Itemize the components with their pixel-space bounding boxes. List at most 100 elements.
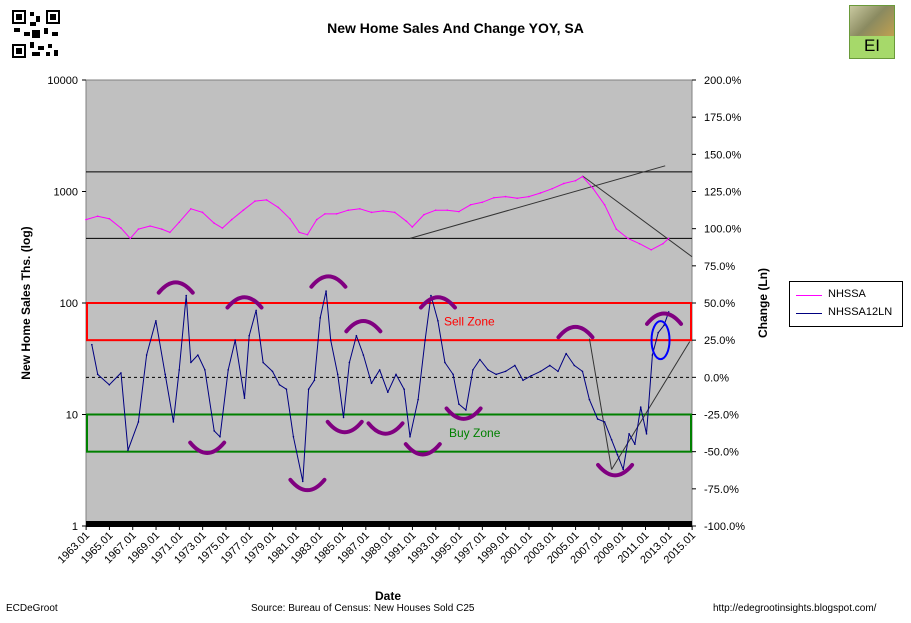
data-point-nhssa12ln <box>243 397 246 399</box>
data-point-nhssa12ln <box>378 369 381 371</box>
data-point-nhssa12ln <box>616 453 619 456</box>
data-point-nhssa12ln <box>424 339 426 341</box>
y-right-tick-label: 125.0% <box>704 187 742 199</box>
data-point-nhssa12ln <box>603 421 606 423</box>
data-point-nhssa <box>315 218 318 221</box>
data-point-nhssa <box>563 182 565 185</box>
data-point-nhssa12ln <box>395 373 397 376</box>
data-point-nhssa12ln <box>155 320 157 322</box>
trough-marker-13 <box>596 462 635 478</box>
y-right-tick-label: -75.0% <box>704 484 739 496</box>
data-point-nhssa12ln <box>213 430 215 432</box>
qr-code[interactable] <box>10 8 62 60</box>
series-line-nhssa12ln <box>91 290 670 482</box>
y-right-tick-label: 100.0% <box>704 224 742 236</box>
data-point-nhssa <box>96 215 99 218</box>
data-point-nhssa12ln <box>227 369 229 371</box>
data-point-nhssa12ln <box>137 421 140 423</box>
data-point-nhssa12ln <box>573 364 576 367</box>
data-point-nhssa <box>277 206 280 209</box>
data-point-nhssa12ln <box>430 294 432 297</box>
data-point-nhssa12ln <box>204 369 206 371</box>
data-point-nhssa12ln <box>417 398 419 401</box>
data-point-nhssa <box>434 209 437 211</box>
data-point-nhssa12ln <box>197 354 199 356</box>
data-point-nhssa <box>190 207 192 210</box>
data-point-nhssa <box>603 203 606 206</box>
data-point-nhssa12ln <box>329 339 332 341</box>
data-point-nhssa12ln <box>172 421 175 423</box>
y-axis-left-label: New Home Sales Ths. (log) <box>19 226 33 379</box>
data-point-nhssa <box>108 217 111 220</box>
data-point-nhssa12ln <box>387 391 389 394</box>
data-point-nhssa <box>242 209 245 211</box>
data-point-nhssa <box>592 187 594 190</box>
data-point-nhssa12ln <box>565 352 567 355</box>
data-point-nhssa <box>469 203 472 206</box>
data-point-nhssa12ln <box>307 388 310 391</box>
y-right-tick-label: -100.0% <box>704 521 745 533</box>
data-point-nhssa <box>504 195 507 198</box>
trend-line-1 <box>582 175 693 258</box>
data-point-nhssa12ln <box>514 364 516 367</box>
data-point-nhssa <box>120 227 122 229</box>
data-point-nhssa <box>298 231 301 234</box>
data-point-nhssa12ln <box>530 375 532 377</box>
data-point-nhssa <box>169 231 171 234</box>
trough-marker-12 <box>444 406 483 421</box>
data-point-nhssa12ln <box>271 370 274 373</box>
legend-swatch-nhssa <box>796 295 822 296</box>
logo-text: EI <box>863 36 881 55</box>
data-point-nhssa12ln <box>645 433 648 435</box>
data-point-nhssa12ln <box>301 480 304 483</box>
data-point-nhssa12ln <box>120 372 122 374</box>
data-point-nhssa <box>528 195 530 198</box>
y-right-tick-label: -50.0% <box>704 447 739 459</box>
data-point-nhssa <box>289 217 291 220</box>
chart-title: New Home Sales And Change YOY, SA <box>327 20 584 36</box>
x-axis-label: Date <box>375 589 401 603</box>
data-point-nhssa <box>265 199 268 201</box>
zone-box-sell-zone <box>86 302 692 342</box>
footer-url[interactable]: http://edegrootinsights.blogspot.com/ <box>713 603 877 614</box>
data-point-nhssa12ln <box>610 438 613 441</box>
data-point-nhssa <box>411 226 414 228</box>
data-point-nhssa12ln <box>108 383 111 386</box>
y-right-tick-label: 50.0% <box>704 298 735 310</box>
y-right-tick-label: 75.0% <box>704 261 735 273</box>
data-point-nhssa <box>129 237 132 240</box>
data-point-nhssa12ln <box>639 406 642 408</box>
y-right-tick-label: 200.0% <box>704 75 742 87</box>
highlight-ellipse <box>650 320 671 361</box>
chart-legend: NHSSA NHSSA12LN <box>789 281 903 327</box>
peak-marker-2 <box>309 274 348 289</box>
data-point-nhssa12ln <box>262 361 264 364</box>
data-point-nhssa <box>405 220 408 223</box>
data-point-nhssa <box>423 213 425 216</box>
data-point-nhssa12ln <box>96 373 99 376</box>
data-point-nhssa12ln <box>91 343 93 346</box>
edegroot-logo[interactable]: EI <box>849 5 895 59</box>
data-point-nhssa12ln <box>596 418 599 420</box>
data-point-nhssa12ln <box>522 379 524 382</box>
logo-coin-art <box>850 6 894 36</box>
data-point-nhssa <box>324 213 326 215</box>
peak-marker-5 <box>556 324 595 340</box>
data-point-nhssa <box>347 209 350 211</box>
zone-label-sell-zone: Sell Zone <box>444 315 495 329</box>
data-point-nhssa12ln <box>278 383 281 386</box>
data-point-nhssa12ln <box>185 294 188 297</box>
footer-source: Source: Bureau of Census: New Houses Sol… <box>251 603 475 614</box>
legend-swatch-nhssa12ln <box>796 313 822 314</box>
y-axis-right-label: Change (Ln) <box>756 268 770 338</box>
y-left-tick-label: 1000 <box>54 187 78 199</box>
data-point-nhssa <box>221 227 224 229</box>
data-point-nhssa12ln <box>403 388 405 391</box>
data-point-nhssa <box>458 210 460 213</box>
data-point-nhssa12ln <box>487 369 489 371</box>
data-point-nhssa <box>394 211 396 214</box>
legend-label-nhssa: NHSSA <box>828 288 866 300</box>
data-point-nhssa12ln <box>437 320 439 322</box>
data-point-nhssa <box>359 207 361 210</box>
trend-line-0 <box>409 165 666 239</box>
